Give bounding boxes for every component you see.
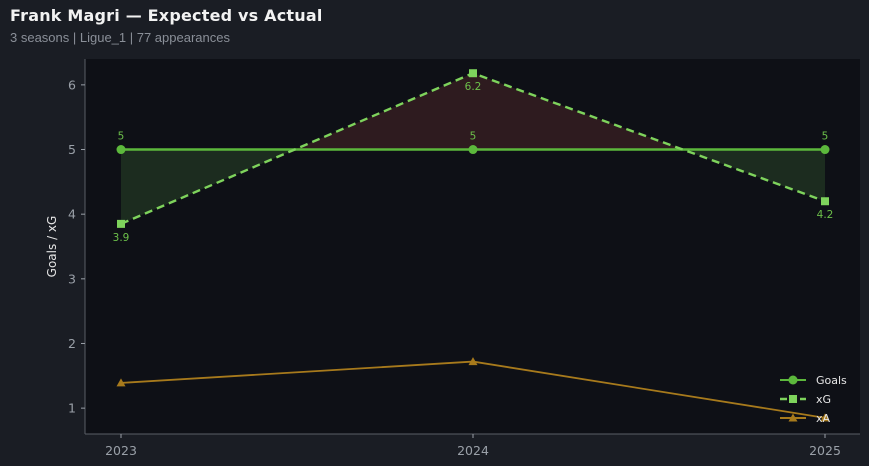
- xg-point: [117, 219, 125, 228]
- y-axis-label: Goals / xG: [45, 216, 59, 278]
- goals-data-label: 5: [470, 131, 477, 143]
- y-tick-label: 3: [68, 271, 76, 286]
- xa-point: [116, 378, 126, 387]
- x-tick-label: 2025: [809, 443, 841, 458]
- xg-data-label: 6.2: [465, 81, 482, 93]
- legend-label-goals: Goals: [816, 374, 847, 387]
- y-tick-label: 5: [68, 142, 76, 157]
- legend-marker-xa: [788, 413, 798, 422]
- xa-point: [468, 357, 478, 366]
- legend-marker-xg: [789, 395, 797, 403]
- y-tick-label: 4: [68, 207, 76, 222]
- legend-marker-goals: [788, 375, 798, 385]
- xg-data-label: 3.9: [113, 232, 130, 244]
- xa-point: [820, 413, 830, 422]
- y-tick-label: 6: [68, 77, 76, 92]
- xg-point: [821, 197, 829, 206]
- legend-label-xg: xG: [816, 393, 831, 406]
- x-tick-label: 2024: [457, 443, 489, 458]
- chart-subtitle: 3 seasons | Ligue_1 | 77 appearances: [10, 30, 230, 45]
- goals-data-label: 5: [118, 131, 125, 143]
- goals-point: [116, 145, 126, 155]
- goals-data-label: 5: [822, 131, 829, 143]
- y-tick-label: 2: [68, 336, 76, 351]
- goals-point: [468, 145, 478, 155]
- chart-title: Frank Magri — Expected vs Actual: [10, 6, 323, 25]
- y-tick-label: 1: [68, 401, 76, 416]
- x-tick-label: 2023: [105, 443, 137, 458]
- xg-data-label: 4.2: [817, 209, 834, 221]
- goals-point: [820, 145, 830, 155]
- xg-point: [469, 69, 477, 78]
- legend-label-xa: xA: [816, 412, 831, 425]
